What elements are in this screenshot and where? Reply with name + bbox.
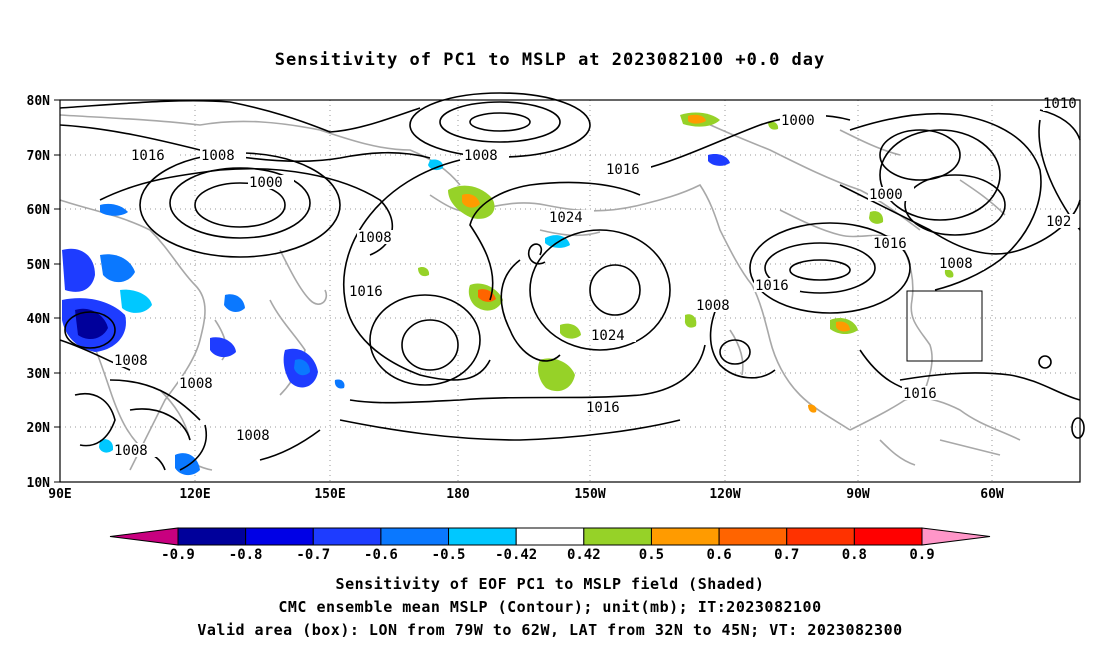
lat-label: 30N <box>27 367 51 382</box>
contour-label: 102 <box>1046 214 1071 230</box>
colorbar-swatch <box>650 527 720 546</box>
caption-line-3: Valid area (box): LON from 79W to 62W, L… <box>197 621 903 639</box>
lat-label: 80N <box>27 94 51 109</box>
lon-label: 90W <box>846 487 870 502</box>
contour-label: 1008 <box>696 298 730 314</box>
colorbar-label: -0.6 <box>364 547 398 563</box>
contour-label: 1016 <box>349 284 383 300</box>
caption-line-1: Sensitivity of EOF PC1 to MSLP field (Sh… <box>335 575 765 593</box>
caption-line-2: CMC ensemble mean MSLP (Contour); unit(m… <box>278 598 822 616</box>
map-title: Sensitivity of PC1 to MSLP at 2023082100… <box>274 50 826 70</box>
colorbar-label: 0.7 <box>774 547 799 563</box>
lon-label: 90E <box>48 487 71 502</box>
colorbar-swatch <box>718 527 788 546</box>
colorbar-label: 0.5 <box>639 547 664 563</box>
colorbar-min-arrow <box>109 527 179 546</box>
colorbar-label: -0.9 <box>161 547 195 563</box>
contour-label: 1008 <box>201 148 235 164</box>
contour-label: 1008 <box>114 353 148 369</box>
colorbar-label: -0.42 <box>495 547 537 563</box>
mslp-contours <box>59 92 1085 471</box>
lat-label: 50N <box>27 258 51 273</box>
contour-label: 1016 <box>873 236 907 252</box>
colorbar-swatch <box>515 527 585 546</box>
map-border <box>59 99 1081 483</box>
colorbar-label: -0.5 <box>432 547 466 563</box>
colorbar-label: 0.42 <box>567 547 601 563</box>
contour-label: 1008 <box>236 428 270 444</box>
sensitivity-shading <box>62 112 954 476</box>
lat-label: 20N <box>27 421 51 436</box>
contour-label: 1000 <box>781 113 815 129</box>
lon-label: 180 <box>446 487 470 502</box>
colorbar-swatch <box>380 527 450 546</box>
contour-label: 1008 <box>939 256 973 272</box>
contour-label: 1016 <box>131 148 165 164</box>
latitude-labels: 80N 70N 60N 50N 40N 30N 20N 10N <box>27 94 51 491</box>
colorbar-max-arrow <box>921 527 991 546</box>
lon-label: 120W <box>709 487 740 502</box>
contour-label-group: 1016 1008 1000 1008 1008 1016 1024 1016 … <box>113 96 1079 459</box>
colorbar-label: -0.8 <box>229 547 263 563</box>
colorbar-swatch <box>853 527 923 546</box>
contour-label: 1024 <box>549 210 583 226</box>
contour-label: 1000 <box>869 187 903 203</box>
valid-area-box <box>906 290 983 362</box>
contour-label: 1008 <box>464 148 498 164</box>
lon-label: 150W <box>574 487 605 502</box>
lat-label: 60N <box>27 203 51 218</box>
contour-label: 1016 <box>755 278 789 294</box>
contour-label: 1010 <box>1043 96 1077 112</box>
lat-label: 70N <box>27 149 51 164</box>
contour-label: 1008 <box>114 443 148 459</box>
colorbar-swatch <box>177 527 247 546</box>
contour-label: 1008 <box>179 376 213 392</box>
lat-label: 40N <box>27 312 51 327</box>
colorbar-label: -0.7 <box>296 547 330 563</box>
colorbar-label: 0.8 <box>842 547 867 563</box>
colorbar-label: 0.6 <box>706 547 731 563</box>
colorbar-swatch <box>583 527 652 546</box>
lat-label: 10N <box>27 476 51 491</box>
colorbar-swatch <box>245 527 314 546</box>
colorbar-swatch <box>312 527 382 546</box>
colorbar-swatch <box>786 527 855 546</box>
contour-label: 1016 <box>586 400 620 416</box>
contour-label: 1024 <box>591 328 625 344</box>
longitude-labels: 90E 120E 150E 180 150W 120W 90W 60W <box>48 487 1004 502</box>
lon-label: 120E <box>179 487 210 502</box>
contour-label: 1008 <box>358 230 392 246</box>
lon-label: 150E <box>314 487 345 502</box>
colorbar-swatch <box>448 527 517 546</box>
contour-label: 1016 <box>606 162 640 178</box>
colorbar <box>109 527 991 546</box>
lon-label: 60W <box>980 487 1004 502</box>
contour-label: 1016 <box>903 386 937 402</box>
colorbar-label: 0.9 <box>909 547 934 563</box>
colorbar-labels: -0.9 -0.8 -0.7 -0.6 -0.5 -0.42 0.42 0.5 0.6 0.7 0.… <box>161 547 935 563</box>
contour-label: 1000 <box>249 175 283 191</box>
